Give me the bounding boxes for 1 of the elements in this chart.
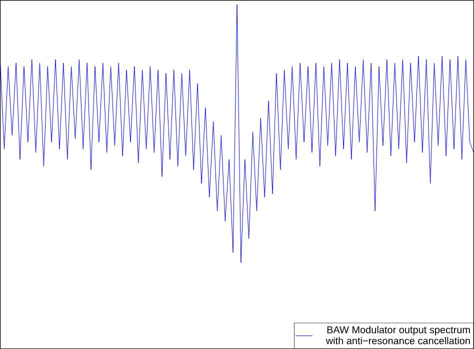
legend-label: BAW Modulator output spectrum with anti−resonance cancellation [326,326,470,344]
